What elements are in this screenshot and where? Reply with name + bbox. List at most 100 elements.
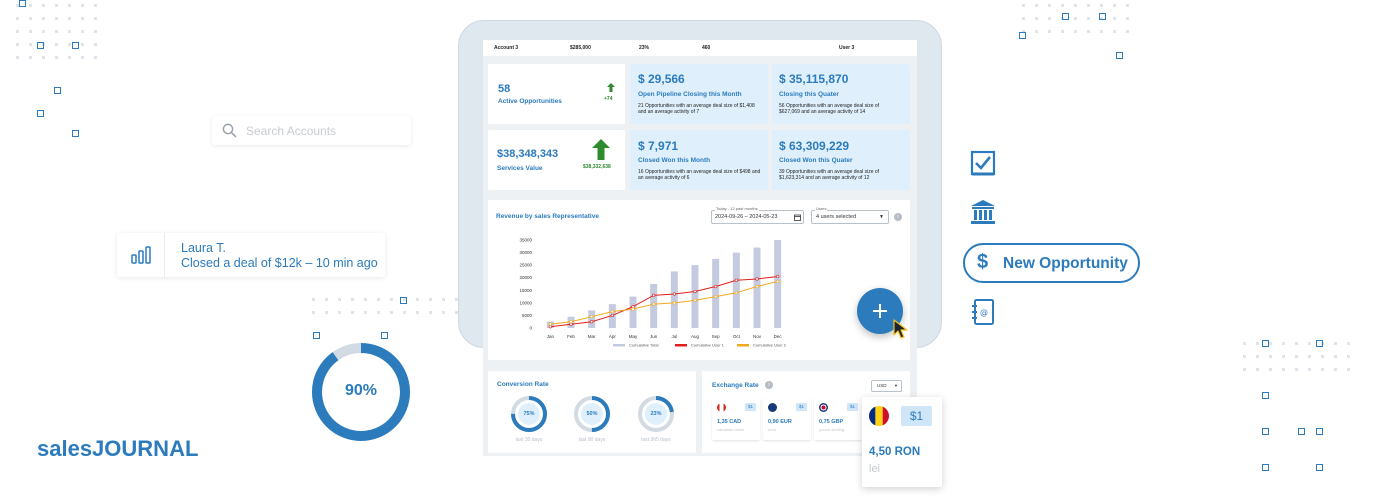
date-range-label: Today - 12 past months	[715, 206, 759, 211]
svg-text:@: @	[980, 308, 988, 317]
decor-square	[313, 332, 320, 339]
chevron-down-icon: ▼	[894, 383, 898, 388]
kpi-description: 39 Opportunities with an average deal si…	[779, 169, 880, 181]
kpi-closed-won-month[interactable]: $ 7,971 Closed Won this Month 16 Opportu…	[630, 130, 768, 190]
line-point	[569, 322, 573, 326]
line-point	[652, 293, 656, 297]
deal-notification[interactable]: Laura T. Closed a deal of $12k – 10 min …	[117, 233, 385, 277]
line-point	[652, 302, 656, 306]
kpi-closed-won-quarter[interactable]: $ 63,309,229 Closed Won this Quater 39 O…	[772, 130, 910, 190]
info-icon[interactable]: i	[894, 213, 902, 221]
kpi-active-opportunities[interactable]: 58 Active Opportunities +74	[488, 64, 625, 124]
line-point	[610, 313, 614, 318]
notification-user-name: Laura T.	[181, 241, 226, 255]
date-range-picker[interactable]: 2024-09-26 – 2024-05-23	[711, 210, 804, 224]
line-point	[734, 278, 738, 282]
exchange-badge: $1	[745, 403, 756, 411]
dollar-icon: $	[977, 251, 989, 273]
y-tick-label: 5000	[522, 313, 533, 318]
line-point	[776, 279, 780, 284]
line-point	[569, 320, 573, 324]
kpi-delta: $38,332,638	[583, 164, 611, 170]
exchange-card-gbp[interactable]: $1 0,75 GBP pound sterling	[814, 398, 862, 440]
revenue-chart-card: Revenue by sales Representative 2024-09-…	[488, 200, 910, 360]
task-checkbox-icon[interactable]	[970, 150, 996, 176]
row-amount: $285,000	[570, 45, 591, 51]
x-tick-label: Feb	[567, 334, 575, 339]
bar-cumulative-total	[691, 265, 699, 328]
row-user: User 3	[839, 45, 855, 51]
top-table-row: Account 3 $285,000 23% 460 User 3	[483, 40, 917, 56]
line-point	[776, 274, 780, 279]
kpi-open-pipeline[interactable]: $ 29,566 Open Pipeline Closing this Mont…	[630, 64, 768, 124]
conversion-value: 75%	[523, 411, 535, 417]
exchange-badge: $1	[901, 406, 932, 426]
exchange-card-eur[interactable]: $1 0,90 EUR euro	[763, 398, 811, 440]
bank-icon[interactable]	[969, 198, 997, 226]
exchange-card-cad[interactable]: $1 1,35 CAD canadian dollar	[712, 398, 760, 440]
decor-square	[37, 42, 44, 49]
progress-donut	[312, 343, 410, 441]
legend-label: Cumulative User 2	[753, 343, 787, 348]
conversion-donut-365	[638, 396, 674, 432]
row-account: Account 3	[494, 45, 519, 51]
conversion-period: last 90 days	[578, 437, 606, 443]
kpi-services-value[interactable]: $38,348,343 Services Value $38,332,638	[488, 130, 625, 190]
search-accounts-box[interactable]: Search Accounts	[212, 116, 411, 145]
currency-select[interactable]: USD ▼	[871, 380, 902, 392]
y-tick-label: 10000	[519, 300, 532, 305]
line-point	[590, 320, 594, 324]
kpi-title: Open Pipeline Closing this Month	[638, 91, 742, 98]
decor-square	[1316, 340, 1323, 347]
decor-square	[1062, 13, 1069, 20]
calendar-icon	[794, 214, 801, 221]
revenue-chart: 0 5000 10000 15000 20000 25000 30000 35000 Jan Fe…	[519, 238, 787, 348]
x-tick-label: May	[629, 334, 638, 339]
arrow-up-icon	[592, 139, 610, 160]
currency-name: lei	[869, 463, 881, 475]
new-opportunity-label: New Opportunity	[1003, 255, 1128, 272]
conversion-value: 23%	[650, 411, 662, 417]
conversion-rate-card: Conversion Rate 75% last 30 days 50% las…	[488, 371, 696, 453]
notification-message: Closed a deal of $12k – 10 min ago	[181, 256, 378, 270]
line-point	[548, 322, 552, 326]
kpi-title: Active Opportunities	[498, 98, 562, 105]
bar-cumulative-total	[670, 271, 678, 328]
conversion-period: last 365 days	[641, 437, 671, 443]
line-point	[734, 291, 738, 295]
line-series-2	[550, 280, 778, 325]
row-percent: 23%	[639, 45, 650, 51]
decor-square	[72, 130, 79, 137]
users-select[interactable]: 4 users selected ▼	[811, 210, 889, 224]
search-input-placeholder[interactable]: Search Accounts	[246, 124, 337, 138]
date-range-value: 2024-09-26 – 2024-05-23	[715, 214, 778, 220]
kpi-title: Services Value	[497, 165, 543, 172]
legend-swatch	[613, 344, 625, 347]
kpi-value: $ 29,566	[638, 72, 685, 86]
decor-square	[1262, 428, 1269, 435]
kpi-value: $38,348,343	[497, 148, 559, 160]
line-point	[755, 284, 759, 289]
legend-label: Cumulative User 1	[691, 343, 725, 348]
kpi-description: 16 Opportunities with an average deal si…	[638, 169, 761, 181]
currency-name: euro	[768, 427, 777, 432]
y-tick-label: 30000	[519, 250, 532, 255]
kpi-delta: +74	[604, 96, 613, 102]
exchange-value: 1,35 CAD	[717, 419, 742, 425]
exchange-card-ron[interactable]: $1 4,50 RON lei	[862, 397, 942, 487]
new-opportunity-button[interactable]: $ New Opportunity	[963, 243, 1140, 283]
bar-cumulative-total	[588, 310, 596, 328]
kpi-description: 21 Opportunities with an average deal si…	[638, 103, 755, 115]
kpi-closing-quarter[interactable]: $ 35,115,870 Closing this Quater 56 Oppo…	[772, 64, 910, 124]
info-icon[interactable]: i	[765, 381, 773, 389]
decor-square	[1262, 464, 1269, 471]
currency-name: pound sterling	[819, 427, 845, 432]
bar-cumulative-total	[732, 252, 740, 328]
contact-book-icon[interactable]: @	[971, 298, 995, 326]
dot-grid-top-left	[16, 4, 97, 59]
line-point	[672, 292, 676, 296]
exchange-value: 0,90 EUR	[768, 419, 792, 425]
row-count: 460	[702, 45, 711, 51]
x-tick-label: Jun	[650, 334, 658, 339]
x-tick-label: Jan	[547, 334, 555, 339]
